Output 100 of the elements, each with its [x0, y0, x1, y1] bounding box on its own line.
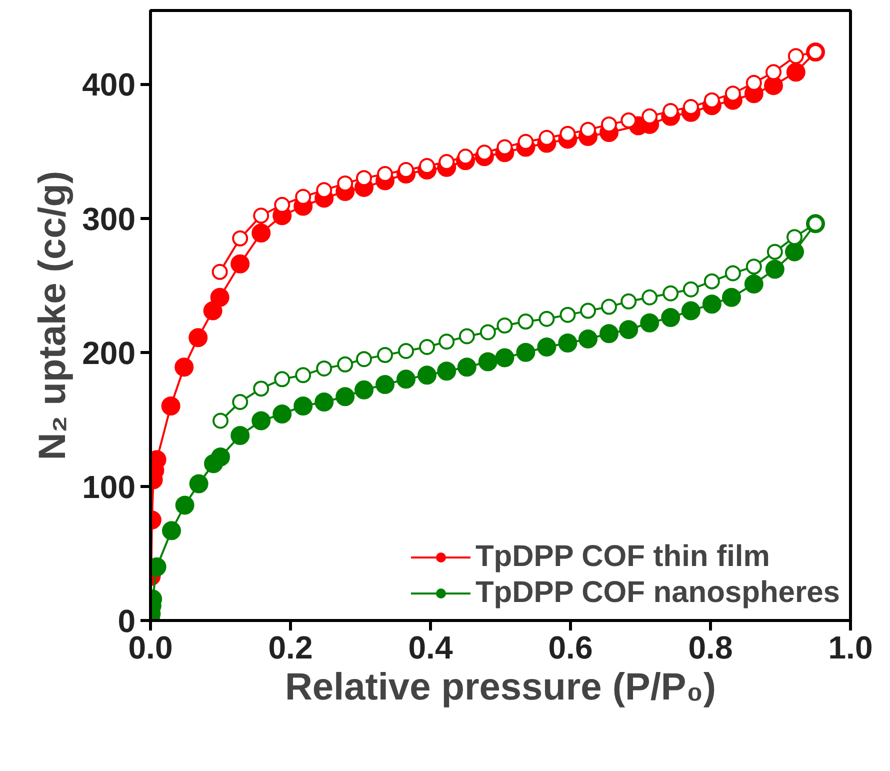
point: [316, 360, 332, 376]
point: [253, 208, 270, 224]
y-axis-title: N₂ uptake (cc/g): [32, 170, 74, 460]
point: [682, 281, 699, 298]
x-tick-label: 0.2: [268, 630, 313, 666]
y-tick-label: 100: [82, 468, 136, 505]
y-tick-label: 300: [82, 200, 136, 237]
point: [162, 521, 181, 540]
point: [252, 411, 271, 430]
point: [438, 334, 455, 350]
point: [354, 380, 374, 400]
point: [356, 351, 372, 368]
point: [558, 334, 578, 352]
point: [274, 196, 290, 213]
point: [396, 370, 416, 389]
point: [496, 318, 513, 334]
point: [619, 320, 638, 340]
point: [702, 294, 722, 314]
point: [578, 329, 598, 348]
point: [601, 298, 617, 315]
point: [398, 343, 414, 360]
point: [746, 258, 762, 275]
point: [580, 302, 596, 319]
point: [294, 396, 313, 416]
point: [642, 289, 658, 306]
y-tick-label: 200: [82, 334, 136, 371]
point: [786, 62, 806, 82]
point: [212, 412, 228, 429]
point: [765, 260, 784, 279]
point: [704, 273, 720, 290]
point: [337, 175, 354, 192]
point: [766, 64, 782, 80]
point: [580, 122, 596, 138]
point: [316, 182, 332, 198]
legend-label: TpDPP COF thin film: [475, 540, 770, 574]
point: [377, 347, 393, 364]
point: [175, 496, 194, 515]
point: [704, 92, 720, 108]
x-tick-label: 0.6: [548, 630, 593, 666]
point: [496, 139, 513, 156]
point: [518, 134, 534, 150]
point: [458, 148, 474, 165]
x-tick-label: 0.8: [688, 630, 733, 666]
point: [478, 352, 498, 372]
point: [211, 447, 230, 466]
point: [295, 367, 312, 384]
point: [274, 371, 290, 388]
x-tick-label: 0.4: [408, 630, 453, 666]
point: [336, 387, 355, 406]
point: [337, 356, 354, 372]
point: [620, 112, 637, 128]
point: [252, 224, 271, 243]
point: [537, 338, 556, 356]
point: [788, 48, 804, 64]
point: [418, 366, 436, 385]
point: [174, 358, 194, 377]
point: [295, 188, 312, 205]
point: [314, 392, 334, 412]
point: [253, 380, 270, 397]
y-tick-label: 400: [82, 66, 136, 103]
point: [560, 306, 576, 323]
point: [600, 324, 618, 344]
point: [764, 76, 783, 96]
point: [766, 244, 783, 260]
point: [538, 130, 555, 146]
point: [161, 396, 180, 416]
point: [620, 293, 637, 310]
point: [480, 324, 496, 340]
point: [210, 288, 230, 307]
point: [560, 126, 576, 142]
point: [458, 328, 475, 344]
point: [601, 116, 617, 132]
point: [419, 339, 435, 355]
point: [538, 310, 555, 327]
point: [272, 404, 292, 424]
point: [457, 358, 476, 377]
point: [230, 426, 250, 445]
legend-label: TpDPP COF nanospheres: [475, 576, 840, 610]
point: [661, 308, 680, 327]
point: [188, 328, 208, 348]
point: [495, 348, 514, 368]
point: [376, 375, 394, 394]
point: [724, 86, 741, 102]
point: [476, 144, 492, 161]
point: [189, 474, 208, 494]
point: [746, 74, 762, 91]
point: [722, 288, 741, 307]
point: [437, 362, 456, 381]
point: [681, 301, 700, 320]
point: [786, 229, 802, 246]
point: [785, 242, 804, 262]
x-tick-label: 1.0: [828, 630, 873, 666]
point: [516, 342, 536, 362]
point: [232, 230, 248, 246]
point: [438, 154, 455, 170]
point: [662, 285, 679, 302]
point: [356, 170, 372, 186]
x-axis-title: Relative pressure (P/P₀): [284, 666, 716, 708]
point: [230, 254, 250, 274]
point: [212, 264, 228, 280]
